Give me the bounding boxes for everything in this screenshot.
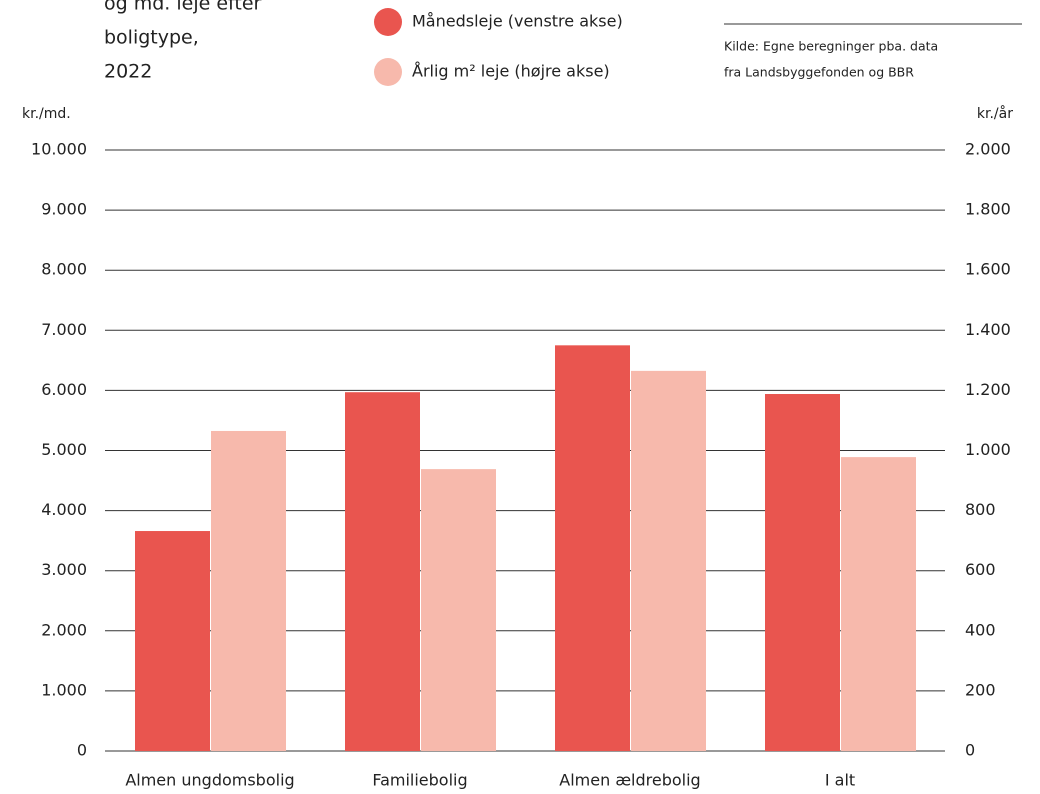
y2-tick-label: 800 [965,500,996,519]
y2-tick-label: 1.600 [965,260,1011,279]
y-tick-label: 2.000 [41,620,87,639]
y-tick-label: 3.000 [41,560,87,579]
source-note: Kilde: Egne beregninger pba. data [724,39,938,54]
y2-tick-label: 0 [965,741,975,760]
bar [841,457,916,751]
y2-tick-label: 1.200 [965,380,1011,399]
y-tick-label: 0 [77,741,87,760]
bar [765,394,840,751]
y-tick-label: 5.000 [41,440,87,459]
x-tick-label: Familiebolig [372,771,467,790]
y2-tick-label: 1.800 [965,200,1011,219]
legend-label: Årlig m² leje (højre akse) [412,62,610,81]
y2-tick-label: 2.000 [965,140,1011,159]
y-tick-label: 9.000 [41,200,87,219]
y-tick-label: 6.000 [41,380,87,399]
y2-tick-label: 1.000 [965,440,1011,459]
y2-tick-label: 1.400 [965,320,1011,339]
y-tick-label: 1.000 [41,680,87,699]
y2-tick-label: 600 [965,560,996,579]
chart-title: og md. leje efter [104,0,262,15]
bar [421,469,496,751]
bar [631,370,706,751]
chart-title: 2022 [104,61,152,83]
y-tick-label: 8.000 [41,260,87,279]
x-tick-label: Almen ældrebolig [559,771,700,790]
y-tick-label: 10.000 [31,140,87,159]
y-tick-label: 4.000 [41,500,87,519]
x-tick-label: Almen ungdomsbolig [125,771,294,790]
y2-tick-label: 200 [965,680,996,699]
bar [345,392,420,751]
y-tick-label: 7.000 [41,320,87,339]
x-tick-label: I alt [825,771,855,790]
y2-axis-label: kr./år [977,105,1013,122]
legend-label: Månedsleje (venstre akse) [412,12,623,31]
y2-tick-label: 400 [965,620,996,639]
legend-swatch [374,58,402,86]
bar [555,345,630,751]
y-axis-label: kr./md. [22,106,71,122]
bar [135,531,210,751]
bar [211,430,286,751]
chart-title: boligtype, [104,27,199,49]
legend-swatch [374,8,402,36]
source-note: fra Landsbyggefonden og BBR [724,65,914,80]
